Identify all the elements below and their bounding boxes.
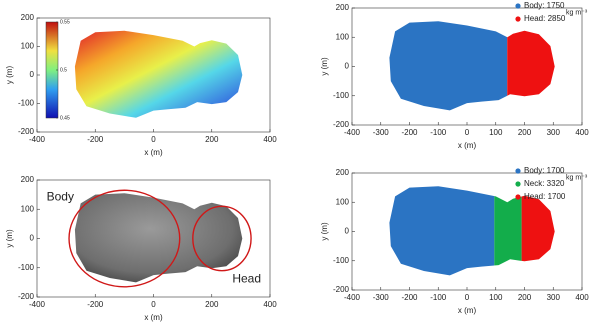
colorbar-tick-label: 0.45 xyxy=(60,115,70,121)
y-tick-label: 0 xyxy=(30,70,35,79)
x-tick-label: -400 xyxy=(29,135,46,144)
x-tick-label: -100 xyxy=(430,293,447,302)
x-axis-label: x (m) xyxy=(458,141,477,150)
x-tick-label: 100 xyxy=(489,128,503,137)
y-axis-label: y (m) xyxy=(320,222,329,241)
y-tick-label: 200 xyxy=(336,168,350,177)
y-tick-label: -100 xyxy=(18,99,35,108)
legend-marker xyxy=(515,16,521,22)
x-tick-label: 400 xyxy=(263,135,277,144)
x-tick-label: -300 xyxy=(373,128,390,137)
y-axis-label: y (m) xyxy=(5,229,14,248)
x-axis-label: x (m) xyxy=(144,148,163,157)
region xyxy=(389,21,508,111)
panel: -400 -300 -200 -100 0 100 200 300 400 -200 -100 0 10… xyxy=(320,1,589,150)
legend-label: Neck: 3320 xyxy=(524,179,565,188)
legend-marker xyxy=(515,181,521,187)
x-tick-label: 200 xyxy=(205,135,219,144)
x-tick-label: -200 xyxy=(401,128,418,137)
legend-marker xyxy=(515,168,521,174)
x-tick-label: 0 xyxy=(465,293,470,302)
legend-label: Head: 1700 xyxy=(524,192,566,201)
shape-colormap xyxy=(74,30,243,118)
x-tick-label: 0 xyxy=(151,135,156,144)
y-tick-label: 200 xyxy=(21,175,35,184)
panel: -400 -300 -200 -100 0 100 200 300 400 -200 -100 0 10… xyxy=(320,166,589,315)
annotation: Head xyxy=(232,272,261,286)
x-tick-label: -400 xyxy=(344,293,361,302)
x-tick-label: -400 xyxy=(344,128,361,137)
y-tick-label: -200 xyxy=(18,127,35,136)
legend-label: Body: 1700 xyxy=(524,166,565,175)
head-ellipse xyxy=(192,205,252,272)
x-tick-label: 300 xyxy=(547,128,561,137)
y-axis-label: y (m) xyxy=(5,66,14,85)
legend-label: Body: 1750 xyxy=(524,1,565,10)
legend-marker xyxy=(515,194,521,200)
y-tick-label: 200 xyxy=(336,3,350,12)
y-tick-label: -100 xyxy=(18,263,35,272)
x-tick-label: -100 xyxy=(430,128,447,137)
x-tick-label: 100 xyxy=(489,293,503,302)
x-axis-label: x (m) xyxy=(458,306,477,315)
x-tick-label: 400 xyxy=(575,128,589,137)
x-axis-label: x (m) xyxy=(144,313,163,322)
y-tick-label: 0 xyxy=(30,234,35,243)
y-tick-label: 0 xyxy=(345,62,350,71)
legend-label: Head: 2850 xyxy=(524,14,566,23)
x-tick-label: -300 xyxy=(373,293,390,302)
body-ellipse xyxy=(68,189,181,288)
legend-marker xyxy=(515,3,521,9)
y-tick-label: 100 xyxy=(336,32,350,41)
x-tick-label: -400 xyxy=(29,300,46,309)
y-tick-label: 200 xyxy=(21,13,35,22)
y-tick-label: 0 xyxy=(345,227,350,236)
x-tick-label: 300 xyxy=(547,293,561,302)
x-tick-label: 0 xyxy=(465,128,470,137)
legend-unit: kg m⁻³ xyxy=(566,174,588,181)
y-tick-label: 100 xyxy=(21,42,35,51)
x-tick-label: 400 xyxy=(575,293,589,302)
x-tick-label: -200 xyxy=(87,135,104,144)
x-tick-label: 200 xyxy=(518,128,532,137)
legend-unit: kg m⁻³ xyxy=(566,9,588,16)
x-tick-label: 400 xyxy=(263,300,277,309)
region xyxy=(521,195,555,262)
region xyxy=(389,186,495,276)
x-tick-label: 0 xyxy=(151,300,156,309)
y-tick-label: -200 xyxy=(333,285,350,294)
annotation: Body xyxy=(47,190,74,204)
y-tick-label: -200 xyxy=(18,292,35,301)
region xyxy=(494,196,522,266)
y-tick-label: -100 xyxy=(333,91,350,100)
x-tick-label: 200 xyxy=(518,293,532,302)
x-tick-label: 200 xyxy=(205,300,219,309)
y-tick-label: -100 xyxy=(333,256,350,265)
x-tick-label: -200 xyxy=(401,293,418,302)
colorbar-tick-label: 0.55 xyxy=(60,19,70,25)
y-axis-label: y (m) xyxy=(320,57,329,76)
y-tick-label: 100 xyxy=(21,204,35,213)
region xyxy=(507,30,555,97)
colorbar-tick-label: 0.5 xyxy=(60,67,67,73)
y-tick-label: -200 xyxy=(333,120,350,129)
y-tick-label: 100 xyxy=(336,197,350,206)
x-tick-label: -200 xyxy=(87,300,104,309)
